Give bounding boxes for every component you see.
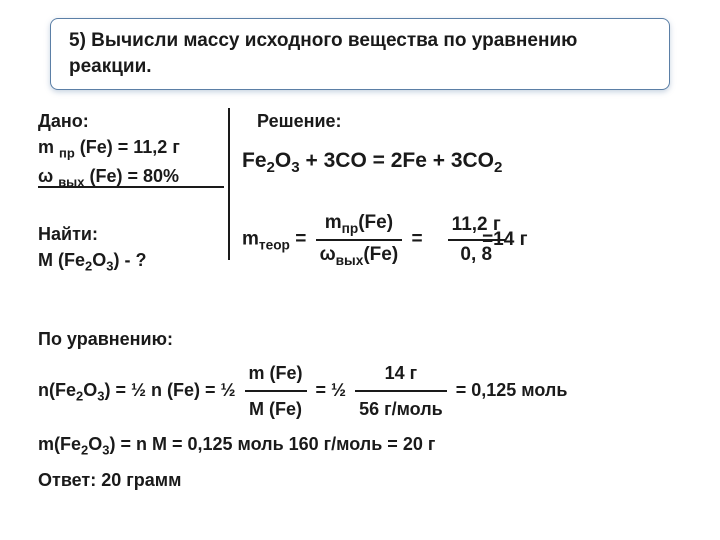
reaction-equation: Fe2O3 + 3CO = 2Fe + 3CO2	[242, 146, 698, 179]
given-line-2: ω вых (Fe) = 80%	[38, 163, 218, 192]
given-label: Дано:	[38, 108, 218, 134]
fraction-m-over-M: m (Fe) M (Fe)	[245, 356, 307, 426]
title-text: 5) Вычисли массу исходного вещества по у…	[69, 28, 651, 79]
content-area: Дано: m пр (Fe) = 11,2 г ω вых (Fe) = 80…	[38, 108, 698, 276]
title-panel: 5) Вычисли массу исходного вещества по у…	[50, 18, 670, 90]
m-theor-line: mтеор = mпр(Fe) ωвых(Fe) = 11,2 г 0, 8 =…	[242, 209, 698, 270]
by-equation-label: По уравнению:	[38, 322, 698, 356]
solution-column: Решение: Fe2O3 + 3CO = 2Fe + 3CO2 mтеор …	[228, 108, 698, 276]
given-column: Дано: m пр (Fe) = 11,2 г ω вых (Fe) = 80…	[38, 108, 228, 276]
answer-line: Ответ: 20 грамм	[38, 463, 698, 497]
lower-block: По уравнению: n(Fe2O3) = ½ n (Fe) = ½ m …	[38, 322, 698, 497]
given-line-1: m пр (Fe) = 11,2 г	[38, 134, 218, 163]
top-row: Дано: m пр (Fe) = 11,2 г ω вых (Fe) = 80…	[38, 108, 698, 276]
fraction-mpr-omega: mпр(Fe) ωвых(Fe)	[316, 209, 403, 270]
find-line: M (Fe2O3) - ?	[38, 247, 218, 276]
solution-label: Решение:	[242, 108, 698, 134]
m-line: m(Fe2O3) = n M = 0,125 моль 160 г/моль =…	[38, 427, 698, 463]
find-label: Найти:	[38, 221, 218, 247]
fraction-14-56: 14 г 56 г/моль	[355, 356, 447, 426]
n-line: n(Fe2O3) = ½ n (Fe) = ½ m (Fe) M (Fe) = …	[38, 356, 698, 426]
